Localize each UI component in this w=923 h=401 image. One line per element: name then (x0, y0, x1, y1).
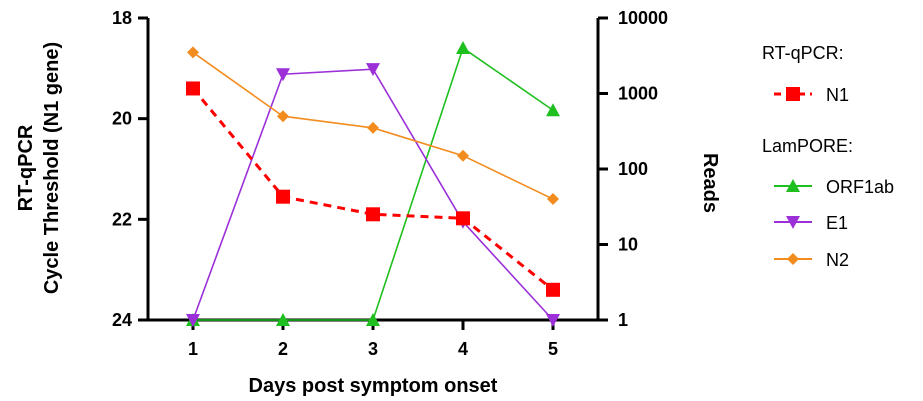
legend-e1-marker (786, 216, 800, 229)
right-tick-label: 1 (618, 310, 628, 330)
legend-e1-label: E1 (826, 213, 848, 233)
point-n2-1 (187, 46, 199, 59)
point-n2-4 (457, 149, 469, 162)
x-tick-label: 2 (278, 339, 288, 359)
series-line-n1 (191, 87, 554, 291)
left-tick-label: 18 (112, 8, 132, 28)
x-axis-title: Days post symptom onset (249, 375, 498, 397)
point-e1-1 (186, 314, 200, 327)
point-orf1ab-5 (546, 103, 560, 117)
left-tick-label: 22 (112, 209, 132, 229)
point-n2-3 (367, 121, 379, 134)
point-e1-3 (366, 63, 380, 77)
legend-n2-label: N2 (826, 250, 849, 270)
right-tick-label: 10000 (618, 8, 668, 28)
left-tick-label: 20 (112, 109, 132, 129)
legend-n2-marker (787, 253, 799, 265)
x-tick-label: 3 (368, 339, 378, 359)
legend-group-title-rtqpcr: RT-qPCR: (762, 43, 844, 63)
left-axis-title-line1: RT-qPCR (15, 124, 37, 211)
right-axis-title: Reads (699, 153, 721, 213)
right-tick-label: 1000 (618, 84, 658, 104)
right-tick-label: 100 (618, 159, 648, 179)
point-orf1ab-3 (366, 313, 380, 326)
legend: RT-qPCR: N1 LamPORE: ORF1ab E1 N2 (762, 43, 894, 270)
point-n1-5 (546, 282, 560, 297)
x-tick-label: 5 (548, 339, 558, 359)
point-orf1ab-4 (456, 41, 470, 55)
x-tick-label: 1 (188, 339, 198, 359)
point-n2-2 (277, 110, 289, 123)
legend-group-title-lampore: LamPORE: (762, 136, 853, 156)
legend-orf1ab-marker (786, 179, 800, 192)
legend-orf1ab-label: ORF1ab (826, 177, 894, 197)
x-tick-label: 4 (458, 339, 468, 359)
point-n1-1 (186, 81, 200, 96)
left-tick-label: 24 (112, 310, 132, 330)
point-n1-2 (276, 189, 290, 204)
point-e1-5 (546, 314, 560, 327)
legend-n1-marker (786, 87, 800, 101)
series-line-orf1ab (193, 46, 554, 321)
point-n1-3 (366, 207, 380, 222)
point-orf1ab-2 (276, 313, 290, 326)
point-n1-4 (456, 211, 470, 226)
point-n2-5 (547, 193, 559, 206)
right-tick-label: 10 (618, 235, 638, 255)
point-e1-2 (276, 68, 290, 82)
left-axis-title-line2: Cycle Threshold (N1 gene) (41, 42, 63, 294)
legend-n1-label: N1 (826, 85, 849, 105)
series-line-e1 (192, 68, 554, 321)
